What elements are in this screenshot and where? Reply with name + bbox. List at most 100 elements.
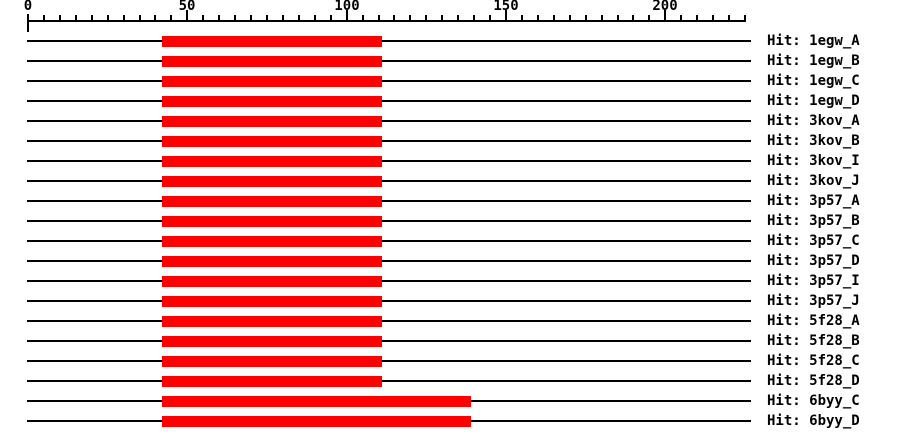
hit-label: Hit: 1egw_D [767, 93, 860, 109]
axis-minor-tick [457, 15, 459, 22]
hit-bar[interactable] [162, 36, 382, 47]
axis-minor-tick [91, 15, 93, 22]
hit-label: Hit: 3p57_B [767, 213, 860, 229]
hit-label: Hit: 3p57_C [767, 233, 860, 249]
query-line [27, 100, 751, 102]
axis-minor-tick [202, 15, 204, 22]
hit-bar[interactable] [162, 216, 382, 227]
axis-baseline [27, 20, 746, 22]
hit-bar[interactable] [162, 136, 382, 147]
hit-label: Hit: 3p57_I [767, 273, 860, 289]
hit-label: Hit: 5f28_A [767, 313, 860, 329]
axis-minor-tick [425, 15, 427, 22]
axis-major-tick [505, 10, 507, 22]
axis-minor-tick [712, 15, 714, 22]
query-line [27, 40, 751, 42]
axis-tick-label: 100 [334, 0, 360, 14]
query-line [27, 260, 751, 262]
query-line [27, 360, 751, 362]
query-line [27, 120, 751, 122]
axis-minor-tick [632, 15, 634, 22]
hit-bar[interactable] [162, 416, 471, 427]
axis-minor-tick [521, 15, 523, 22]
axis-minor-tick [154, 15, 156, 22]
query-line [27, 300, 751, 302]
axis-minor-tick [218, 15, 220, 22]
axis-minor-tick [362, 15, 364, 22]
hit-bar[interactable] [162, 376, 382, 387]
axis-minor-tick [59, 15, 61, 22]
axis-minor-tick [107, 15, 109, 22]
hit-bar[interactable] [162, 256, 382, 267]
hit-bar[interactable] [162, 336, 382, 347]
axis-minor-tick [601, 15, 603, 22]
axis-minor-tick [314, 15, 316, 22]
query-line [27, 180, 751, 182]
axis-minor-tick [75, 15, 77, 22]
hit-bar[interactable] [162, 276, 382, 287]
axis-tick-label: 200 [652, 0, 678, 14]
axis-major-tick [27, 14, 29, 32]
axis-minor-tick [489, 15, 491, 22]
axis-minor-tick [617, 15, 619, 22]
axis-minor-tick [473, 15, 475, 22]
hit-label: Hit: 5f28_D [767, 373, 860, 389]
axis-minor-tick [537, 15, 539, 22]
axis-minor-tick [728, 15, 730, 22]
axis-tick-label: 0 [23, 0, 33, 14]
hit-label: Hit: 1egw_B [767, 53, 860, 69]
hit-label: Hit: 3p57_A [767, 193, 860, 209]
query-line [27, 160, 751, 162]
hit-label: Hit: 3kov_B [767, 133, 860, 149]
axis-major-tick [186, 10, 188, 22]
hit-bar[interactable] [162, 236, 382, 247]
query-line [27, 340, 751, 342]
hit-bar[interactable] [162, 156, 382, 167]
query-line [27, 320, 751, 322]
hit-label: Hit: 3p57_D [767, 253, 860, 269]
axis-minor-tick [266, 15, 268, 22]
query-line [27, 200, 751, 202]
axis-minor-tick [170, 15, 172, 22]
axis-major-tick [346, 10, 348, 22]
axis-minor-tick [441, 15, 443, 22]
hit-label: Hit: 6byy_C [767, 393, 860, 409]
query-line [27, 280, 751, 282]
hit-bar[interactable] [162, 96, 382, 107]
axis-minor-tick [409, 15, 411, 22]
hit-bar[interactable] [162, 296, 382, 307]
hit-bar[interactable] [162, 56, 382, 67]
hit-label: Hit: 3kov_A [767, 113, 860, 129]
axis-minor-tick [43, 15, 45, 22]
hit-label: Hit: 3kov_I [767, 153, 860, 169]
axis-minor-tick [553, 15, 555, 22]
axis-minor-tick [680, 15, 682, 22]
hit-label: Hit: 1egw_C [767, 73, 860, 89]
axis-minor-tick [282, 15, 284, 22]
axis-tick-label: 150 [493, 0, 519, 14]
hit-bar[interactable] [162, 356, 382, 367]
axis-minor-tick [393, 15, 395, 22]
hit-bar[interactable] [162, 76, 382, 87]
hit-bar[interactable] [162, 396, 471, 407]
axis-minor-tick [648, 15, 650, 22]
axis-minor-tick [123, 15, 125, 22]
axis-minor-tick [585, 15, 587, 22]
axis-minor-tick [378, 15, 380, 22]
axis-minor-tick [234, 15, 236, 22]
axis-minor-tick [744, 15, 746, 22]
axis-major-tick [664, 10, 666, 22]
hit-bar[interactable] [162, 176, 382, 187]
axis-minor-tick [250, 15, 252, 22]
axis-tick-label: 50 [178, 0, 196, 14]
hit-label: Hit: 5f28_B [767, 333, 860, 349]
hit-bar[interactable] [162, 316, 382, 327]
hit-label: Hit: 3p57_J [767, 293, 860, 309]
hit-bar[interactable] [162, 196, 382, 207]
query-line [27, 140, 751, 142]
hit-bar[interactable] [162, 116, 382, 127]
axis-minor-tick [569, 15, 571, 22]
hit-label: Hit: 5f28_C [767, 353, 860, 369]
query-line [27, 240, 751, 242]
